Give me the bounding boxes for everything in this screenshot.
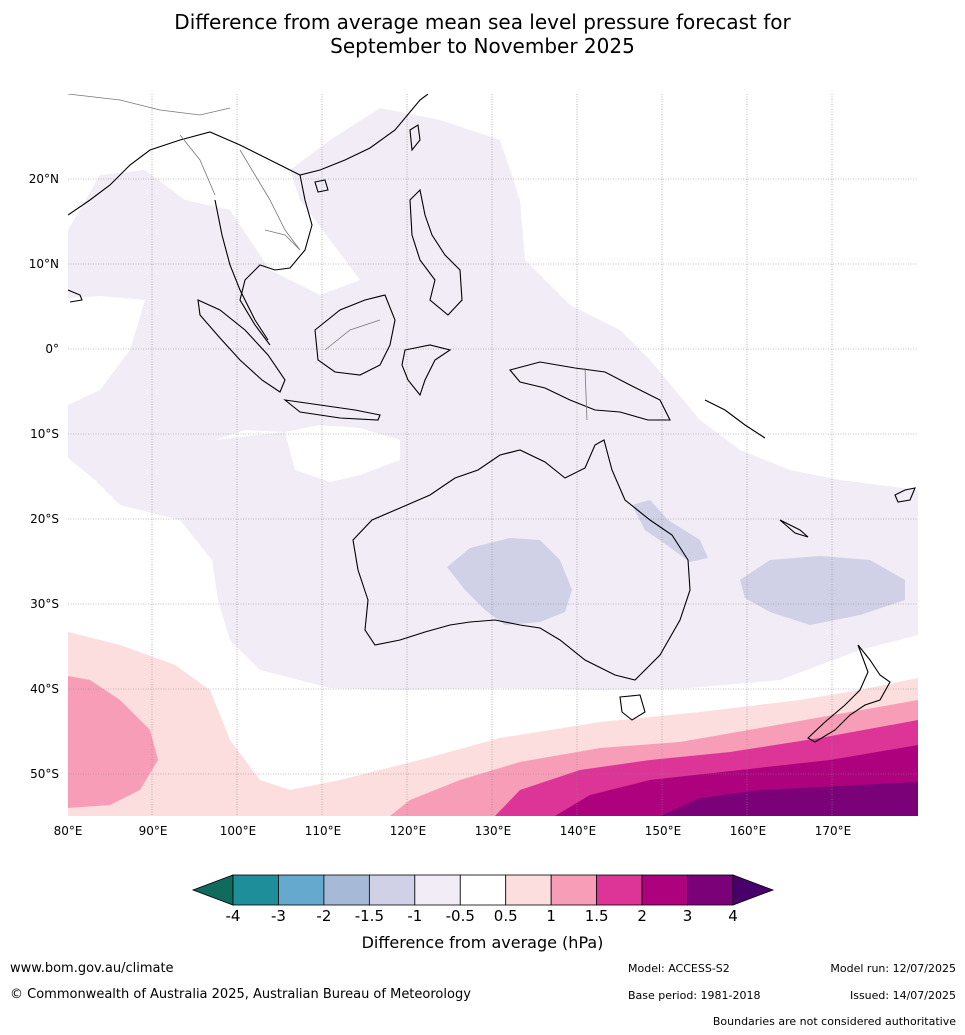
lon-tick: 120°E: [390, 824, 427, 838]
colorbar-swatch: [459, 874, 507, 906]
taiwan-coastline: [409, 124, 421, 152]
colorbar-swatch: [641, 874, 688, 906]
colorbar-tick-label: -4: [226, 907, 241, 925]
lon-tick: 90°E: [139, 824, 168, 838]
new-zealand-coastline: [807, 644, 891, 743]
lon-tick: 100°E: [220, 824, 257, 838]
malay-peninsula-coastline: [214, 199, 269, 341]
colorbar-tick-label: -3: [271, 907, 286, 925]
colorbar-title: Difference from average (hPa): [361, 933, 604, 952]
colorbar-tick-label: 1.5: [585, 907, 609, 925]
new-guinea-coastline: [509, 361, 671, 421]
disclaimer-text: Boundaries are not considered authoritat…: [712, 1015, 956, 1028]
colorbar-tick-label: -1: [407, 907, 422, 925]
colorbar: -4 -3 -2 -1.5 -1 -0.5 0.5 1 1.5 2 3 4: [191, 874, 775, 925]
graticule: [68, 94, 918, 816]
lon-tick: 140°E: [560, 824, 597, 838]
java-coastline: [283, 399, 381, 421]
anomaly-region-light-purple: [68, 108, 918, 690]
base-period-label: Base period: 1981-2018: [628, 989, 761, 1002]
mainland-asia-coastline: [68, 94, 429, 216]
philippines-coastline: [409, 188, 463, 316]
tasmania-coastline: [619, 694, 646, 721]
india-coastline: [68, 289, 83, 303]
fiji-coastline: [894, 487, 916, 503]
colorbar-tick-label: -2: [316, 907, 331, 925]
colorbar-swatch: [505, 874, 552, 906]
colorbar-tick-label: -0.5: [446, 907, 475, 925]
copyright-text: © Commonwealth of Australia 2025, Austra…: [10, 987, 471, 1002]
colorbar-swatch: [550, 874, 598, 906]
colorbar-swatch: [323, 874, 370, 906]
neutral-hole: [215, 425, 400, 482]
colorbar-arrow-low: [191, 874, 234, 906]
title-line-1: Difference from average mean sea level p…: [174, 10, 791, 34]
anomaly-region-blue-qld: [632, 500, 708, 562]
lon-tick: 110°E: [305, 824, 342, 838]
lat-tick: 40°S: [30, 682, 59, 696]
anomaly-region-blue-west: [447, 538, 572, 625]
sumatra-coastline: [197, 299, 286, 393]
lat-tick: 20°S: [30, 512, 59, 526]
country-borders: [68, 94, 588, 421]
australia-coastline: [352, 439, 691, 681]
colorbar-swatch: [414, 874, 461, 906]
colorbar-tick-label: 4: [728, 907, 738, 925]
colorbar-arrow-high: [732, 874, 775, 906]
map-title: Difference from average mean sea level p…: [0, 10, 965, 58]
lat-tick: 0°: [45, 342, 59, 356]
lat-tick: 10°S: [30, 427, 59, 441]
lat-tick-labels: 20°N 10°N 0° 10°S 20°S 30°S 40°S 50°S: [29, 172, 59, 781]
anomaly-region-pink-west: [68, 676, 158, 808]
coastlines: [68, 94, 916, 743]
colorbar-swatch: [596, 874, 643, 906]
colorbar-tick-label: 2: [637, 907, 647, 925]
lon-tick: 130°E: [475, 824, 512, 838]
colorbar-swatch: [232, 874, 279, 906]
borneo-coastline: [314, 294, 396, 376]
model-label: Model: ACCESS-S2: [628, 962, 730, 975]
new-caledonia-coastline: [779, 519, 809, 538]
lat-tick: 50°S: [30, 767, 59, 781]
colorbar-swatch: [368, 874, 416, 906]
website-link[interactable]: www.bom.gov.au/climate: [10, 961, 174, 976]
anomaly-region-blue-tasman: [740, 556, 905, 625]
solomons-coastline: [704, 399, 766, 439]
colorbar-tick-label: -1.5: [355, 907, 384, 925]
lon-tick-labels: 80°E 90°E 100°E 110°E 120°E 130°E 140°E …: [54, 824, 852, 838]
lat-tick: 10°N: [29, 257, 59, 271]
anomaly-region-purple: [660, 782, 918, 816]
lat-tick: 30°S: [30, 597, 59, 611]
model-run-label: Model run: 12/07/2025: [830, 962, 956, 975]
colorbar-tick-label: 0.5: [494, 907, 518, 925]
lat-tick: 20°N: [29, 172, 59, 186]
lon-tick: 160°E: [730, 824, 767, 838]
hainan-coastline: [314, 179, 329, 193]
title-line-2: September to November 2025: [330, 34, 635, 58]
lon-tick: 150°E: [645, 824, 682, 838]
colorbar-swatch: [687, 874, 734, 906]
sulawesi-coastline: [401, 344, 452, 397]
lon-tick: 80°E: [54, 824, 83, 838]
lon-tick: 170°E: [815, 824, 852, 838]
colorbar-tick-label: 3: [683, 907, 693, 925]
colorbar-swatch: [278, 874, 325, 906]
issued-label: Issued: 14/07/2025: [849, 989, 956, 1002]
colorbar-tick-label: 1: [546, 907, 556, 925]
indochina-coastline: [239, 174, 313, 346]
